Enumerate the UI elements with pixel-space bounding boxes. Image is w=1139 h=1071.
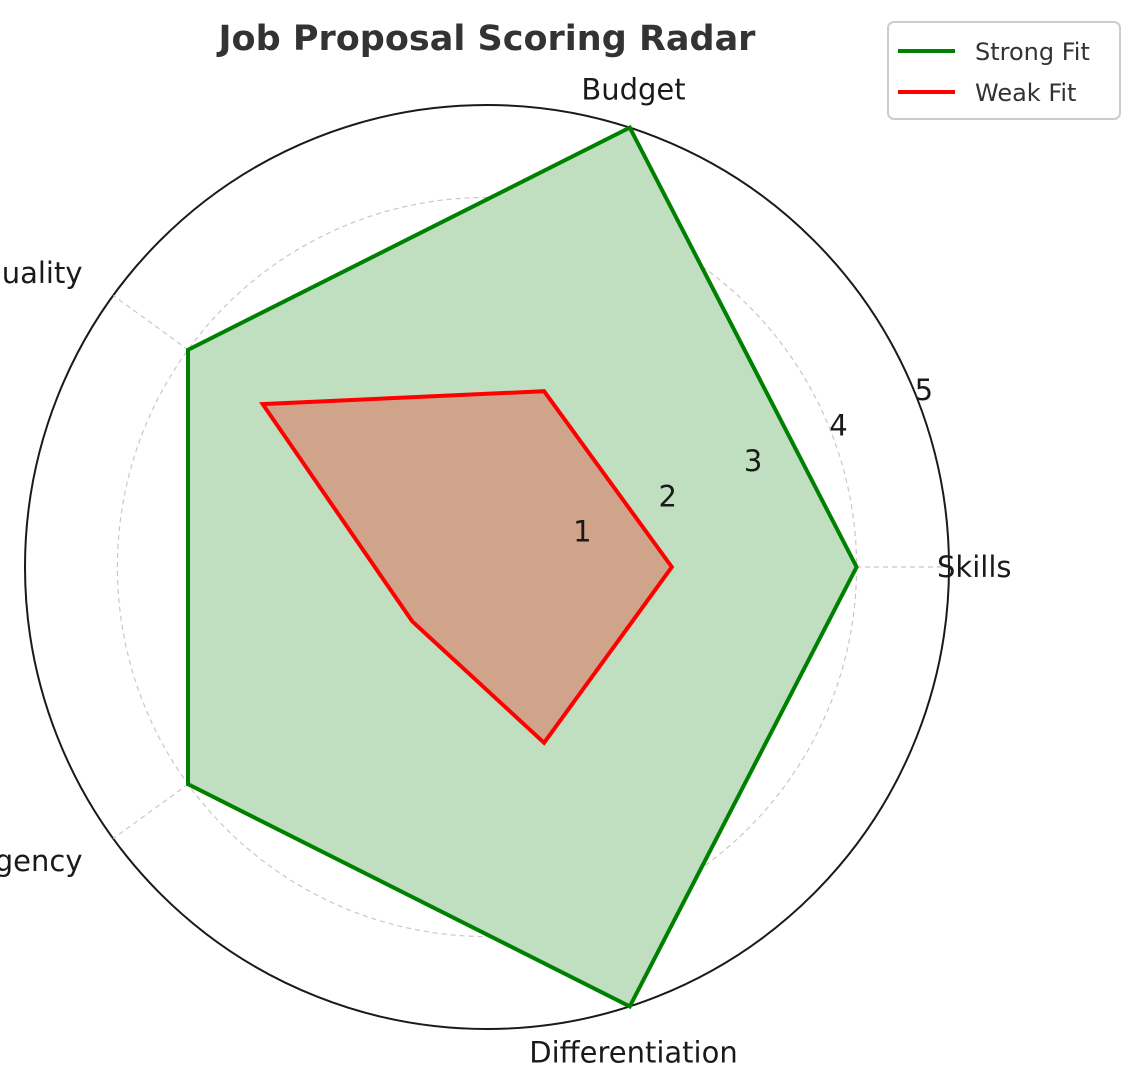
radar-labels: Skills Budget Quality Urgency Differentiatio… [0, 73, 1011, 1070]
axis-label-skills: Skills [937, 550, 1011, 584]
series-fill-weak-fit [262, 391, 672, 743]
series-line-strong-fit [186, 124, 859, 1010]
legend-label-strong-fit: Strong Fit [975, 38, 1090, 66]
r-tick-label-1: 1 [573, 515, 591, 549]
legend: Strong Fit Weak Fit [887, 21, 1121, 120]
chart-title: Job Proposal Scoring Radar [217, 19, 757, 59]
axis-label-differentiation: Differentiation [529, 1036, 737, 1070]
axis-label-quality: Quality [0, 256, 83, 290]
r-tick-label-3: 3 [744, 444, 762, 478]
radar-series [186, 124, 859, 1010]
axis-label-urgency: Urgency [0, 844, 83, 878]
legend-box [887, 21, 1121, 120]
legend-label-weak-fit: Weak Fit [975, 79, 1076, 107]
r-tick-label-4: 4 [829, 409, 847, 443]
r-tick-label-5: 5 [915, 373, 933, 407]
axis-label-budget: Budget [581, 73, 685, 107]
series-line-weak-fit [259, 389, 675, 746]
r-tick-label-2: 2 [658, 479, 676, 513]
